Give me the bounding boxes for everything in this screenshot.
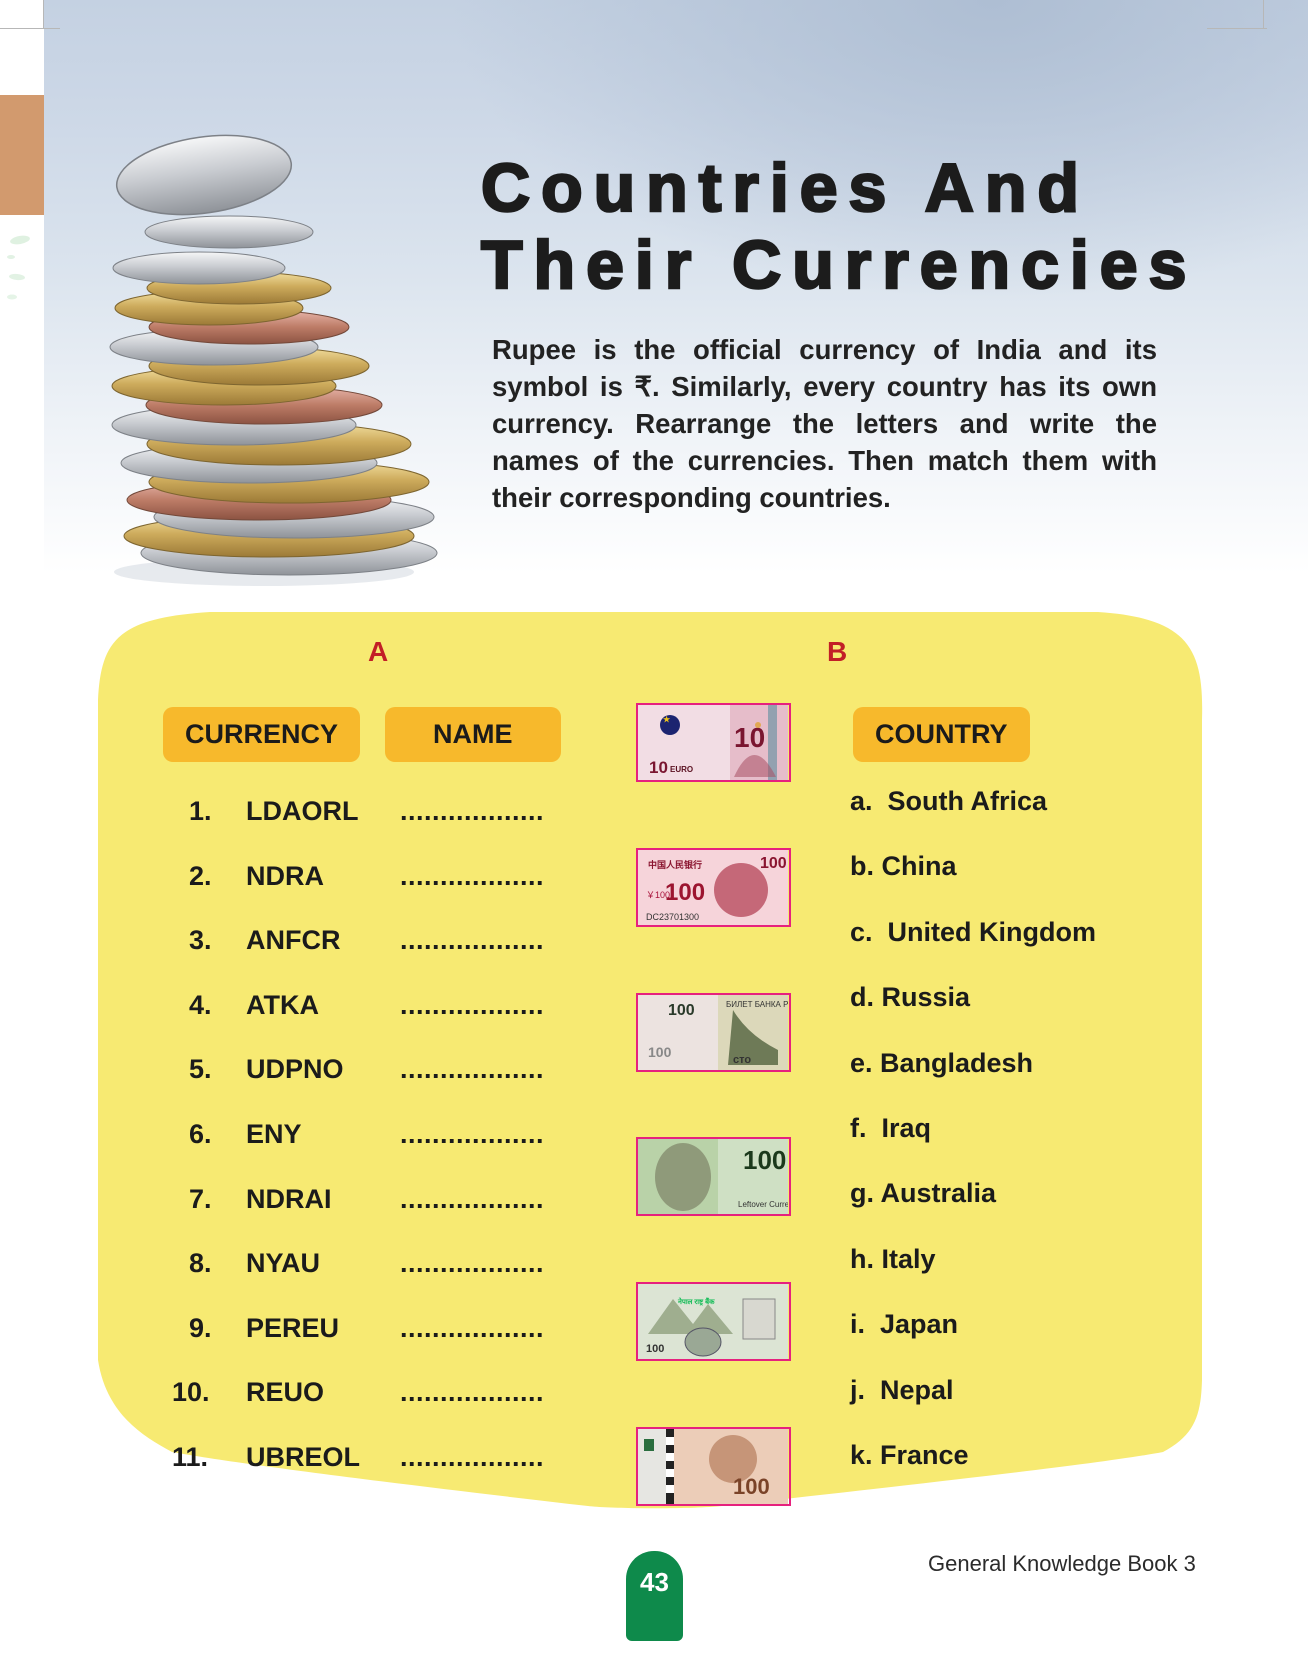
svg-text:БИЛЕТ БАНКА РОССИИ: БИЛЕТ БАНКА РОССИИ — [726, 1000, 788, 1009]
svg-text:100: 100 — [665, 879, 705, 906]
svg-text:￥100: ￥100 — [646, 890, 670, 900]
svg-text:Leftover Currency: Leftover Currency — [738, 1200, 788, 1209]
svg-text:сто: сто — [733, 1054, 751, 1066]
svg-text:नेपाल राष्ट्र बैंक: नेपाल राष्ट्र बैंक — [677, 1297, 715, 1306]
svg-text:100: 100 — [668, 1002, 695, 1019]
svg-text:100: 100 — [760, 855, 787, 872]
svg-text:100: 100 — [733, 1474, 770, 1499]
svg-text:★: ★ — [663, 715, 671, 724]
svg-text:10: 10 — [649, 758, 668, 777]
svg-text:DC23701300: DC23701300 — [646, 912, 699, 922]
svg-text:100: 100 — [648, 1044, 672, 1060]
svg-text:100: 100 — [743, 1145, 786, 1175]
svg-text:EURO: EURO — [670, 765, 693, 774]
svg-text:中国人民银行: 中国人民银行 — [648, 859, 702, 870]
svg-text:100: 100 — [646, 1343, 664, 1355]
